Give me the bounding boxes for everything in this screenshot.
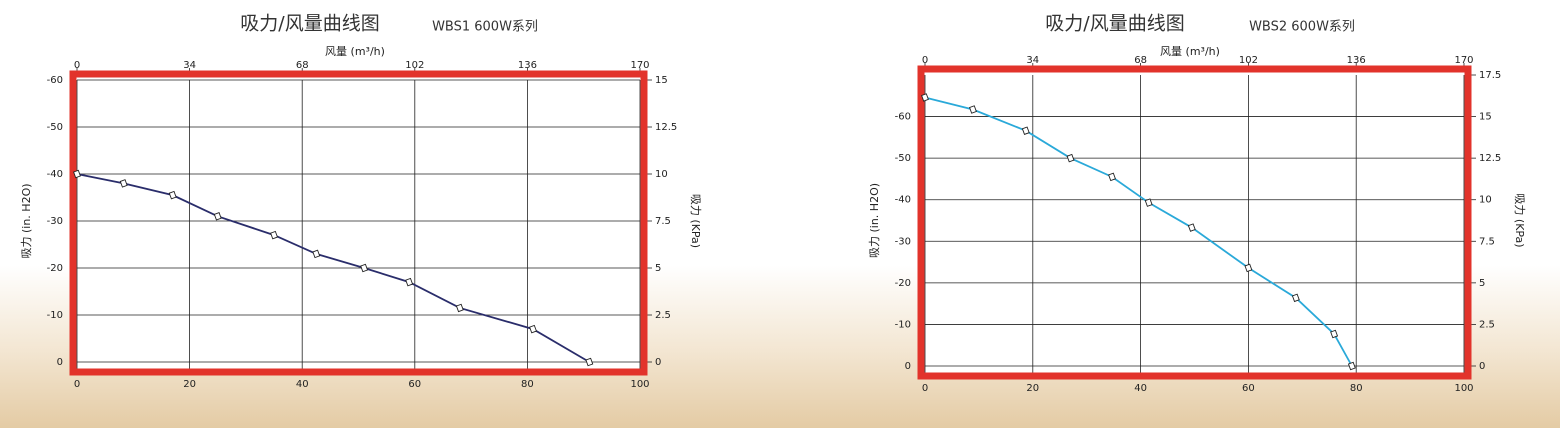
- y-tick-label: -10: [47, 310, 63, 321]
- y-tick-label: -20: [895, 278, 911, 289]
- y-tick-label: -20: [47, 263, 63, 274]
- x2-tick-label: 0: [922, 55, 928, 66]
- x2-tick-label: 68: [1134, 55, 1147, 66]
- x-tick-label: 20: [1026, 383, 1039, 394]
- y-axis-title: 吸力 (in. H2O): [20, 183, 33, 258]
- chart-title: 吸力/风量曲线图: [1045, 13, 1184, 35]
- x-tick-label: 40: [1134, 383, 1147, 394]
- chart-title: 吸力/风量曲线图: [240, 13, 379, 35]
- y2-tick-label: 0: [1479, 361, 1485, 372]
- x2-tick-label: 136: [518, 60, 537, 71]
- x-tick-label: 0: [74, 379, 80, 390]
- x2-tick-label: 102: [1239, 55, 1258, 66]
- data-point: [1144, 198, 1153, 207]
- x2-tick-label: 136: [1347, 55, 1366, 66]
- data-point: [312, 249, 321, 259]
- y-tick-label: -40: [895, 195, 911, 206]
- plot-background: [921, 69, 1468, 376]
- y-tick-label: -30: [895, 236, 911, 247]
- y-tick-label: 0: [57, 357, 63, 368]
- y2-tick-label: 17.5: [1479, 70, 1501, 81]
- x-tick-label: 40: [296, 379, 309, 390]
- data-point: [585, 357, 594, 367]
- x2-tick-label: 170: [630, 60, 649, 71]
- x-tick-label: 60: [1242, 383, 1255, 394]
- y2-tick-label: 12.5: [1479, 153, 1501, 164]
- y2-tick-label: 2.5: [655, 310, 671, 321]
- x-tick-label: 80: [1350, 383, 1363, 394]
- chart-subtitle: WBS2 600W系列: [1249, 20, 1355, 35]
- data-point: [1187, 223, 1196, 232]
- plot-frame: [917, 65, 1472, 380]
- chart-subtitle: WBS1 600W系列: [432, 20, 538, 35]
- data-point: [921, 93, 929, 102]
- x2-tick-label: 102: [405, 60, 424, 71]
- x-tick-label: 60: [408, 379, 421, 390]
- data-point: [1330, 329, 1339, 339]
- y2-axis-title: 吸力 (KPa): [1513, 193, 1526, 247]
- y2-tick-label: 2.5: [1479, 319, 1495, 330]
- x2-tick-label: 0: [74, 60, 80, 71]
- x2-tick-label: 68: [296, 60, 309, 71]
- y2-tick-label: 7.5: [655, 216, 671, 227]
- y2-tick-label: 15: [655, 75, 668, 86]
- x-tick-label: 20: [183, 379, 196, 390]
- x2-tick-label: 34: [183, 60, 196, 71]
- y2-tick-label: 7.5: [1479, 236, 1495, 247]
- y-tick-label: -60: [47, 75, 63, 86]
- y-tick-label: -10: [895, 319, 911, 330]
- data-point: [213, 212, 222, 221]
- x-tick-label: 0: [922, 383, 928, 394]
- data-point: [168, 190, 177, 200]
- y-tick-label: -30: [47, 216, 63, 227]
- y2-tick-label: 5: [655, 263, 661, 274]
- plot-background: [73, 74, 644, 372]
- data-point: [270, 230, 279, 240]
- y-tick-label: 0: [905, 361, 911, 372]
- data-point: [455, 303, 464, 313]
- data-point: [1244, 263, 1253, 273]
- x2-tick-label: 170: [1454, 55, 1473, 66]
- data-point: [529, 324, 537, 334]
- y2-tick-label: 15: [1479, 112, 1492, 123]
- y-tick-label: -40: [47, 169, 63, 180]
- y2-axis-title: 吸力 (KPa): [689, 194, 702, 248]
- y-tick-label: -50: [47, 122, 63, 133]
- data-point: [1108, 172, 1116, 182]
- y2-tick-label: 10: [1479, 195, 1492, 206]
- x2-tick-label: 34: [1026, 55, 1039, 66]
- data-point: [1021, 126, 1030, 135]
- x-tick-label: 80: [521, 379, 534, 390]
- data-point: [1347, 361, 1356, 371]
- x2-axis-title: 风量 (m³/h): [1160, 45, 1220, 58]
- y-tick-label: -50: [895, 153, 911, 164]
- data-point: [969, 105, 977, 114]
- data-point: [73, 169, 81, 179]
- data-point: [360, 263, 369, 273]
- x-tick-label: 100: [1454, 383, 1473, 394]
- y2-tick-label: 12.5: [655, 122, 677, 133]
- x-tick-label: 100: [630, 379, 649, 390]
- data-point: [1291, 293, 1300, 303]
- data-point: [119, 179, 128, 188]
- data-point: [1066, 153, 1075, 163]
- y-axis-title: 吸力 (in. H2O): [868, 183, 881, 258]
- data-point: [405, 277, 414, 287]
- y2-tick-label: 0: [655, 357, 661, 368]
- x2-axis-title: 风量 (m³/h): [325, 45, 385, 58]
- plot-frame: [69, 70, 648, 376]
- y2-tick-label: 10: [655, 169, 668, 180]
- y2-tick-label: 5: [1479, 278, 1485, 289]
- y-tick-label: -60: [895, 112, 911, 123]
